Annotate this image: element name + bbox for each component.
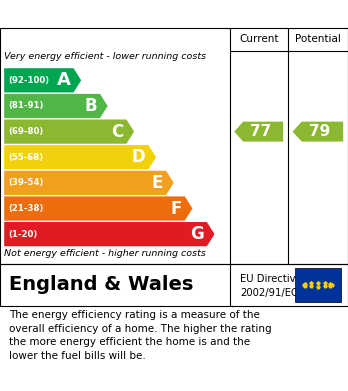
Polygon shape xyxy=(4,196,192,221)
Text: (81-91): (81-91) xyxy=(8,102,44,111)
Polygon shape xyxy=(4,94,108,118)
Text: Energy Efficiency Rating: Energy Efficiency Rating xyxy=(9,7,230,22)
Polygon shape xyxy=(293,122,343,142)
Polygon shape xyxy=(4,68,81,92)
Polygon shape xyxy=(4,145,156,169)
Text: B: B xyxy=(85,97,97,115)
Text: Potential: Potential xyxy=(295,34,341,44)
Text: F: F xyxy=(171,199,182,217)
Text: Current: Current xyxy=(239,34,278,44)
Polygon shape xyxy=(4,120,134,144)
Text: England & Wales: England & Wales xyxy=(9,275,193,294)
Text: (69-80): (69-80) xyxy=(8,127,44,136)
Polygon shape xyxy=(4,222,214,246)
Text: The energy efficiency rating is a measure of the
overall efficiency of a home. T: The energy efficiency rating is a measur… xyxy=(9,310,271,361)
Text: 77: 77 xyxy=(250,124,271,139)
Text: D: D xyxy=(132,148,146,166)
Text: C: C xyxy=(111,123,124,141)
Text: (92-100): (92-100) xyxy=(8,76,49,85)
Text: A: A xyxy=(57,71,71,89)
Text: (1-20): (1-20) xyxy=(8,230,38,239)
Text: E: E xyxy=(152,174,163,192)
Polygon shape xyxy=(4,171,174,195)
Bar xyxy=(295,268,341,301)
Text: (39-54): (39-54) xyxy=(8,178,44,187)
Polygon shape xyxy=(234,122,283,142)
Text: 79: 79 xyxy=(309,124,330,139)
Text: (21-38): (21-38) xyxy=(8,204,44,213)
Text: Very energy efficient - lower running costs: Very energy efficient - lower running co… xyxy=(4,52,206,61)
Text: Not energy efficient - higher running costs: Not energy efficient - higher running co… xyxy=(4,249,206,258)
Text: EU Directive: EU Directive xyxy=(240,274,302,283)
Text: G: G xyxy=(190,225,204,243)
Text: 2002/91/EC: 2002/91/EC xyxy=(240,288,298,298)
Text: (55-68): (55-68) xyxy=(8,153,44,162)
